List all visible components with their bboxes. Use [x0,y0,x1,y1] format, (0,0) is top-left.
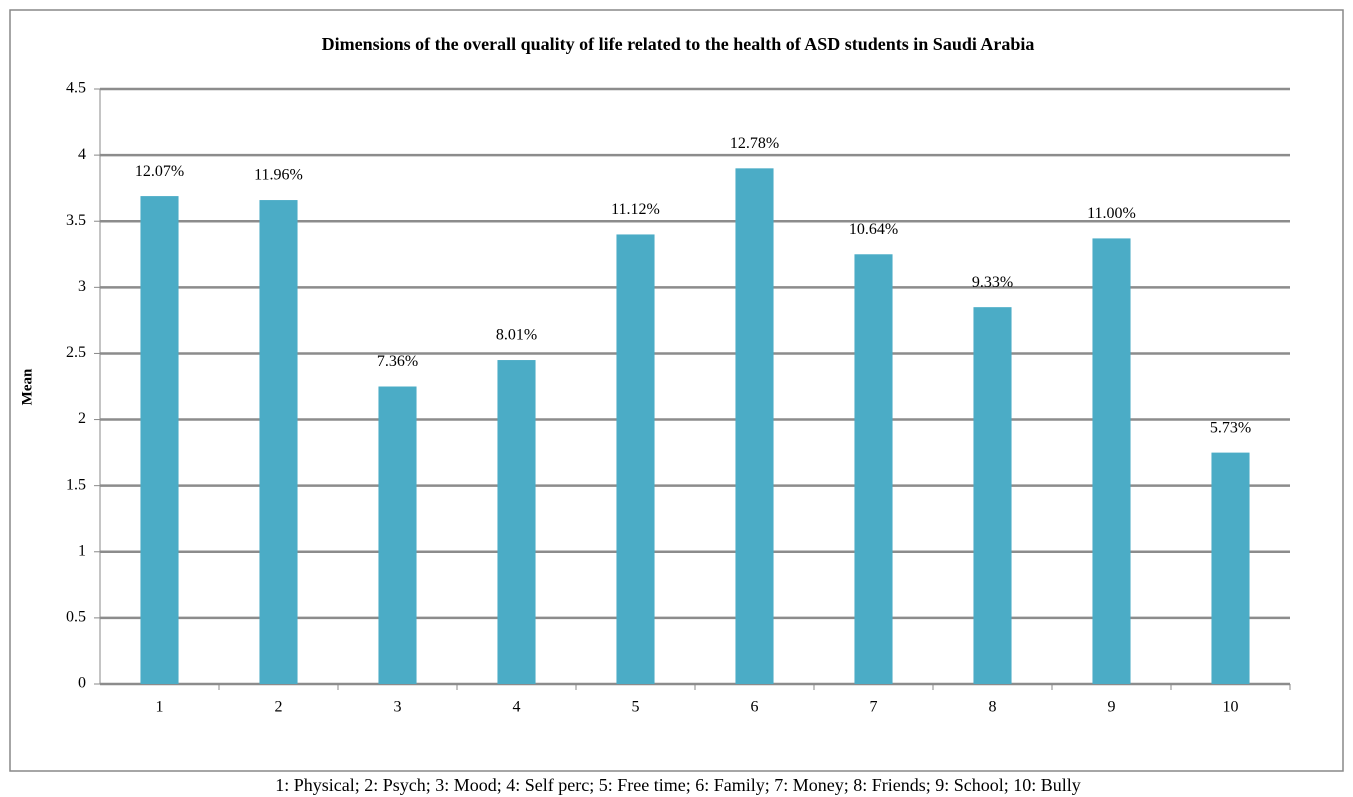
bar [259,200,298,685]
chart-frame [9,9,1344,772]
x-tick-label: 5 [632,699,640,716]
bar [735,168,774,685]
bar [616,234,655,684]
bar [378,386,417,684]
bar-label: 11.12% [611,201,660,218]
bar [854,254,893,684]
bar-label: 12.07% [135,163,184,180]
bar-label: 11.00% [1087,205,1136,222]
bar [140,196,179,684]
x-tick-label: 10 [1223,699,1239,716]
x-tick-label: 6 [751,699,759,716]
bar-label: 12.78% [730,135,779,152]
bar-label: 11.96% [254,167,303,184]
y-tick-label: 3.5 [66,212,86,229]
x-tick-label: 4 [513,699,521,716]
y-axis-label: Mean [19,368,35,405]
caption: 1: Physical; 2: Psych; 3: Mood; 4: Self … [275,775,1080,795]
x-tick-label: 3 [394,699,402,716]
y-tick-label: 2.5 [66,344,86,361]
x-tick-label: 9 [1108,699,1116,716]
y-tick-label: 1.5 [66,476,86,493]
bar-label: 9.33% [972,274,1013,291]
chart-title: Dimensions of the overall quality of lif… [322,34,1035,54]
x-tick-label: 2 [275,699,283,716]
y-tick-label: 0 [78,675,86,692]
y-tick-label: 2 [78,410,86,427]
x-tick-label: 1 [156,699,164,716]
x-tick-label: 8 [989,699,997,716]
bar-label: 5.73% [1210,419,1251,436]
y-tick-label: 1 [78,542,86,559]
y-tick-label: 4 [78,146,86,163]
y-tick-label: 3 [78,278,86,295]
y-tick-label: 4.5 [66,80,86,97]
x-tick-label: 7 [870,699,878,716]
bar [1211,452,1250,684]
bar-label: 8.01% [496,327,537,344]
bar [1092,238,1131,684]
bar [973,307,1012,684]
bar [497,360,536,684]
bar-label: 7.36% [377,353,418,370]
bar-label: 10.64% [849,221,898,238]
y-tick-label: 0.5 [66,609,86,626]
